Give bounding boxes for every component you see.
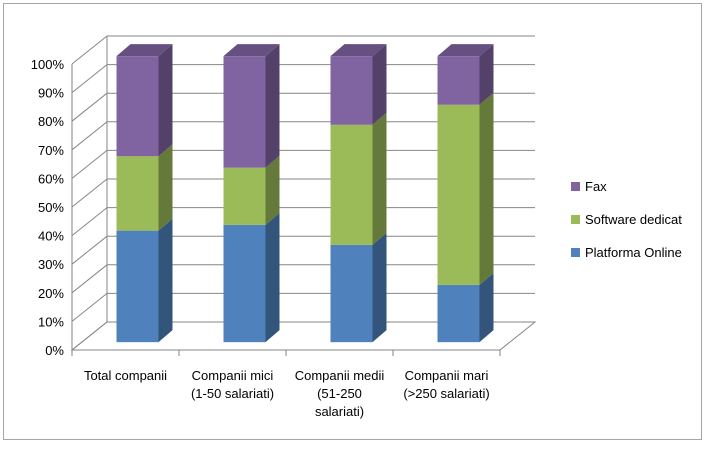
fax-bar-total-companii-side [158,44,173,157]
y-tick-label: 10% [38,314,64,329]
fax-bar-total-companii-front [116,56,159,157]
legend-swatch-platforma-online [571,248,580,257]
side-gridline [71,264,108,294]
software-dedicat-bar-companii-medii-51-250-salariati-side [372,112,387,245]
x-category-label: Companii mici [192,368,274,383]
x-category-label: Companii medii [295,368,385,383]
side-gridline [71,150,108,179]
platforma-online-bar-companii-mici-1-50-salariati-side [265,212,280,343]
floor [70,321,537,351]
fax-bar-companii-mici-1-50-salariati-side [265,44,280,168]
software-dedicat-bar-companii-mari-250-salariati-side [479,92,494,285]
legend-label-platforma-online: Platforma Online [585,245,682,260]
software-dedicat-bar-total-companii-side [158,144,173,231]
x-category-label: (>250 salariati) [403,386,489,401]
platforma-online-bar-companii-mici-1-50-salariati-front [223,224,266,343]
x-category-label: Total companii [84,368,167,383]
x-category-label: (1-50 salariati) [191,386,274,401]
y-tick-label: 40% [38,229,64,244]
platforma-online-bar-companii-medii-51-250-salariati-side [372,232,387,343]
legend-swatch-fax [571,182,580,191]
fax-bar-companii-mari-250-salariati-top [437,44,494,57]
software-dedicat-bar-companii-mici-1-50-salariati-side [265,155,280,225]
fax-bar-companii-medii-51-250-salariati-front [330,56,373,125]
side-gridline [71,92,108,122]
software-dedicat-bar-total-companii-front [116,156,159,231]
side-gridline [71,207,108,236]
side-gridline [71,64,108,93]
x-category-label: (51-250 [317,386,362,401]
fax-bar-total-companii-top [116,44,173,57]
side-gridline [71,235,108,265]
software-dedicat-bar-companii-medii-51-250-salariati-front [330,124,373,245]
legend-swatch-software-dedicat [571,215,580,224]
side-gridline [71,178,108,208]
fax-bar-companii-mici-1-50-salariati-top [223,44,280,57]
platforma-online-bar-companii-mari-250-salariati-side [479,272,494,343]
y-tick-label: 60% [38,171,64,186]
fax-bar-companii-medii-51-250-salariati-top [330,44,387,57]
platforma-online-bar-total-companii-front [116,230,159,343]
fax-bar-companii-mici-1-50-salariati-front [223,56,266,168]
y-tick-label: 20% [38,286,64,301]
y-tick-label: 90% [38,86,64,101]
y-tick-label: 30% [38,257,64,272]
side-gridline [71,121,108,151]
y-tick-label: 70% [38,143,64,158]
y-tick-label: 100% [31,57,65,72]
side-gridline [71,35,108,65]
legend-label-fax: Fax [585,179,607,194]
fax-bar-companii-mari-250-salariati-front [437,56,480,105]
x-category-label: Companii mari [405,368,489,383]
platforma-online-bar-companii-mari-250-salariati-front [437,284,480,343]
y-tick-label: 80% [38,114,64,129]
y-tick-label: 50% [38,200,64,215]
side-gridline [71,293,108,322]
y-tick-label: 0% [45,343,64,358]
x-category-label: salariati) [315,404,364,419]
software-dedicat-bar-companii-mici-1-50-salariati-front [223,167,266,225]
platforma-online-bar-total-companii-side [158,218,173,343]
software-dedicat-bar-companii-mari-250-salariati-front [437,104,480,285]
fax-bar-companii-mari-250-salariati-side [479,44,494,105]
fax-bar-companii-medii-51-250-salariati-side [372,44,387,125]
platforma-online-bar-companii-medii-51-250-salariati-front [330,244,373,343]
legend-label-software-dedicat: Software dedicat [585,212,682,227]
